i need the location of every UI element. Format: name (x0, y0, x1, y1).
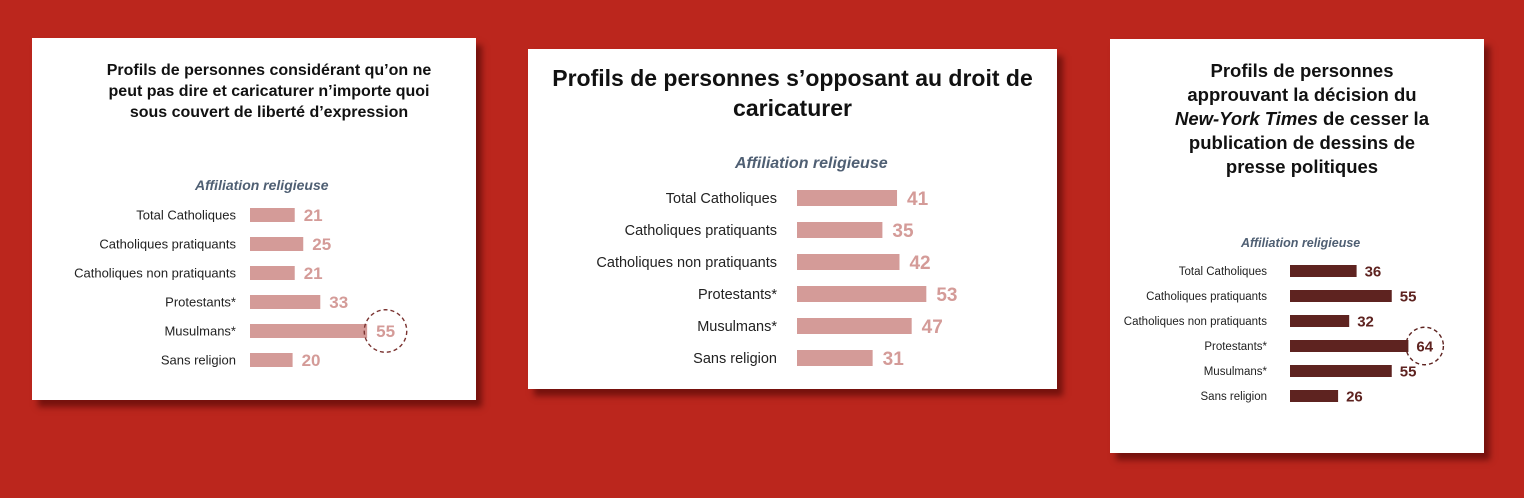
bar (1290, 315, 1350, 327)
value-label: 47 (922, 317, 943, 338)
value-label: 20 (302, 351, 321, 370)
chart-subtitle: Affiliation religieuse (735, 155, 888, 172)
chart-card-1: Profils de personnes considérant qu’on n… (32, 38, 476, 400)
chart-card-2: Profils de personnes s’opposant au droit… (528, 49, 1057, 389)
category-label: Catholiques non pratiquants (1124, 316, 1267, 328)
category-label: Protestants* (1204, 341, 1267, 353)
value-label: 33 (329, 293, 348, 312)
category-label: Catholiques non pratiquants (74, 266, 236, 281)
bar (797, 254, 900, 270)
category-label: Sans religion (693, 351, 777, 367)
chart-title-run: approuvant la décision du (1187, 84, 1417, 105)
chart-title: Profils de personnes s’opposant au droit… (552, 65, 1033, 121)
chart-card-3: Profils de personnes approuvant la décisi… (1110, 39, 1484, 453)
value-label: 35 (892, 221, 914, 242)
bar (1290, 365, 1392, 377)
category-label: Catholiques pratiquants (625, 223, 777, 239)
bar (797, 222, 883, 238)
bar (1290, 290, 1392, 302)
value-label: 41 (907, 189, 929, 210)
value-label: 64 (1416, 338, 1433, 355)
chart-title-run: presse politiques (1225, 156, 1379, 177)
category-label: Total Catholiques (666, 191, 777, 207)
value-label: 21 (304, 206, 323, 225)
bar (250, 266, 295, 280)
highlight-circle (363, 309, 408, 353)
bar (797, 350, 873, 366)
category-label: Catholiques pratiquants (99, 237, 236, 252)
bar (1290, 390, 1339, 402)
value-label: 55 (376, 322, 395, 341)
category-label: Sans religion (161, 353, 236, 368)
bar (250, 324, 368, 338)
value-label: 55 (1400, 288, 1417, 305)
chart-title: Profils de personnes approuvant la décisi… (1130, 59, 1474, 179)
category-label: Musulmans* (164, 324, 236, 339)
category-label: Total Catholiques (136, 208, 236, 223)
category-label: Musulmans* (1204, 366, 1268, 378)
value-label: 25 (312, 235, 331, 254)
value-label: 32 (1357, 313, 1374, 330)
bar (797, 190, 898, 206)
bar-chart-3: Total Catholiques 36 Catholiques pratiquan… (1124, 263, 1445, 405)
bar (797, 286, 927, 302)
value-label: 55 (1400, 363, 1417, 380)
bar-chart-2: Total Catholiques 41 Catholiques pratiquan… (596, 189, 957, 370)
value-label: 31 (883, 349, 905, 370)
bar (250, 295, 321, 309)
category-label: Catholiques non pratiquants (596, 255, 777, 271)
chart-title-run: publication de dessins de (1188, 132, 1416, 153)
chart-title-run: de cesser la (1317, 108, 1429, 129)
value-label: 53 (936, 285, 957, 306)
bar (1290, 340, 1409, 352)
bar-chart-1: Total Catholiques 21 Catholiques pratiquan… (74, 206, 408, 370)
category-label: Protestants* (165, 295, 236, 310)
bar (250, 208, 295, 222)
chart-title: Profils de personnes considérant qu’on n… (106, 62, 432, 121)
chart-subtitle: Affiliation religieuse (1241, 236, 1361, 250)
bar (250, 353, 293, 367)
value-label: 21 (304, 264, 323, 283)
category-label: Catholiques pratiquants (1146, 291, 1267, 303)
chart-subtitle: Affiliation religieuse (195, 177, 329, 193)
category-label: Protestants* (698, 287, 777, 303)
bar (250, 237, 304, 251)
category-label: Sans religion (1201, 391, 1267, 403)
bar (1290, 265, 1357, 277)
bar (797, 318, 912, 334)
value-label: 26 (1346, 388, 1363, 405)
category-label: Musulmans* (697, 319, 777, 335)
category-label: Total Catholiques (1179, 266, 1267, 278)
chart-title-run: Profils de personnes (1210, 60, 1394, 81)
value-label: 42 (909, 253, 930, 274)
value-label: 36 (1365, 263, 1382, 280)
chart-title-run: New-York Times (1174, 108, 1318, 129)
highlight-circle (1405, 326, 1445, 366)
